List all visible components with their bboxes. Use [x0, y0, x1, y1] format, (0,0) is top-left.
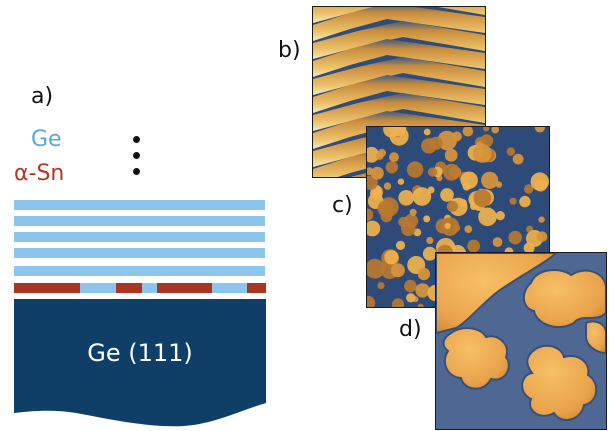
ge-layer: [14, 200, 265, 210]
panel-label-c: c): [332, 193, 353, 218]
panel-label-b: b): [278, 38, 301, 63]
substrate-label: Ge (111): [87, 339, 193, 367]
continuation-dots: [133, 136, 141, 182]
ge-layer: [14, 266, 265, 276]
panel-label-a: a): [31, 84, 54, 109]
alpha-sn-interface-layer: [14, 283, 266, 293]
ge-layer: [14, 232, 265, 242]
stm-image-d: [435, 252, 607, 430]
legend-alpha-sn: α-Sn: [14, 161, 65, 186]
panel-label-d: d): [399, 317, 422, 342]
legend-ge: Ge: [31, 127, 62, 152]
ge-111-substrate: Ge (111): [14, 299, 266, 429]
ge-layer: [14, 216, 265, 226]
ge-layer: [14, 248, 265, 258]
